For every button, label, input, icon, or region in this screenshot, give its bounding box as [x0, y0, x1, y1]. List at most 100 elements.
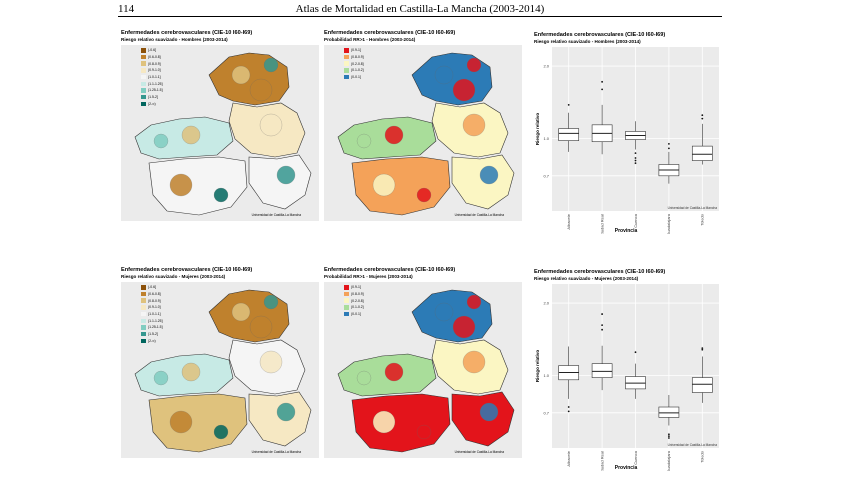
municipality-cluster	[231, 65, 251, 85]
legend-label: (0.9-1.0]	[148, 305, 161, 310]
province-ciudad-real	[351, 393, 451, 453]
map-panel-women-rr: Enfermedades cerebrovasculares (CIE-10 I…	[119, 266, 321, 460]
map-credit: Universidad de Castilla-La Mancha	[251, 213, 301, 217]
municipality-cluster	[462, 350, 486, 374]
legend-item: (1.25-1.5]	[141, 87, 163, 94]
map-legend: (-0.6] (0.6-0.8] (0.8-0.9] (0.9-1.0] (1.…	[141, 284, 163, 344]
y-tick-label: 1.0	[543, 373, 549, 378]
outlier-point	[567, 410, 570, 413]
panel-subtitle: Riesgo relativo suavizado - Hombres (200…	[121, 37, 228, 42]
province-albacete	[248, 154, 312, 210]
legend-item: (0.8-0.9]	[344, 291, 364, 298]
legend-swatch	[344, 61, 349, 66]
municipality-cluster	[452, 315, 476, 339]
legend-item: (0.8-0.9]	[141, 297, 163, 304]
legend-swatch	[141, 305, 146, 310]
legend-swatch	[141, 338, 146, 344]
municipality-cluster	[213, 187, 229, 203]
legend-swatch	[141, 285, 146, 290]
municipality-cluster	[452, 78, 476, 102]
box-ciudad-real	[591, 313, 613, 391]
municipality-cluster	[263, 294, 279, 310]
y-axis-ticks: 2.0 1.0 0.7	[543, 64, 549, 179]
municipality-cluster	[384, 362, 404, 382]
legend-swatch	[344, 291, 349, 297]
outlier-point	[701, 114, 704, 117]
legend-item: (0.9-1.0]	[141, 67, 163, 74]
chart-subtitle: Riesgo relativo suavizado - Mujeres (200…	[534, 276, 639, 281]
legend-swatch	[344, 74, 349, 80]
legend-label: (0-0.1]	[351, 312, 361, 317]
province-albacete	[451, 154, 515, 210]
panel-subtitle: Probabilidad RR>1 - Mujeres (2003-2014)	[324, 274, 413, 279]
x-axis-label: Provincia	[615, 228, 638, 234]
legend-swatch	[141, 94, 146, 100]
legend-label: (1.0-1.1]	[148, 75, 161, 80]
municipality-cluster	[479, 402, 499, 422]
legend-item: (1.5-2]	[141, 331, 163, 338]
legend-swatch	[344, 305, 349, 310]
chart-title: Enfermedades cerebrovasculares (CIE-10 I…	[534, 32, 665, 38]
legend-swatch	[344, 311, 349, 317]
municipality-cluster	[462, 113, 486, 137]
x-tick-label: Guadalajara	[666, 213, 671, 234]
municipality-cluster	[372, 410, 396, 434]
y-tick-label: 0.7	[543, 173, 549, 178]
legend-label: (2-∞)	[148, 101, 156, 106]
x-tick-label: Toledo	[700, 450, 705, 463]
municipality-cluster	[249, 78, 273, 102]
legend-swatch	[141, 298, 146, 303]
panel-subtitle: Riesgo relativo suavizado - Mujeres (200…	[121, 274, 226, 279]
x-axis-label: Provincia	[615, 465, 638, 471]
box-ciudad-real	[591, 80, 613, 155]
legend-item: (0.1-0.2]	[344, 67, 364, 74]
x-axis-ticks: Albacete Ciudad Real Cuenca Guadalajara Tole…	[566, 213, 705, 234]
legend-label: (0.8-0.9]	[148, 61, 161, 66]
municipality-cluster	[249, 315, 273, 339]
header-rule	[118, 16, 722, 17]
province-ciudad-real	[148, 156, 248, 216]
outlier-point	[668, 435, 670, 438]
map-legend: (0.9-1] (0.8-0.9] (0.2-0.8] (0.1-0.2] (0…	[344, 284, 364, 317]
legend-label: (0.1-0.2]	[351, 305, 364, 310]
legend-label: (0.9-1]	[351, 48, 361, 53]
map-credit: Universidad de Castilla-La Mancha	[454, 450, 504, 454]
legend-item: (-0.6]	[141, 284, 163, 291]
x-tick-label: Guadalajara	[666, 450, 671, 471]
legend-label: (0.9-1.0]	[148, 68, 161, 73]
outlier-point	[668, 142, 670, 145]
municipality-cluster	[181, 125, 201, 145]
panel-subtitle: Probabilidad RR>1 - Hombres (2003-2014)	[324, 37, 416, 42]
legend-swatch	[141, 68, 146, 73]
legend-item: (2-∞)	[141, 101, 163, 108]
y-axis-label: Riesgo relativo	[535, 350, 540, 383]
panel-title: Enfermedades cerebrovasculares (CIE-10 I…	[324, 267, 456, 273]
legend-item: (0-0.1]	[344, 311, 364, 318]
plot-credit: Universidad de Castilla-La Mancha	[668, 206, 718, 210]
x-tick-label: Toledo	[700, 213, 705, 226]
legend-item: (1.5-2]	[141, 94, 163, 101]
map-legend: (0.9-1] (0.8-0.9] (0.2-0.8] (0.1-0.2] (0…	[344, 47, 364, 80]
legend-item: (1.25-1.5]	[141, 324, 163, 331]
boxes	[558, 313, 713, 439]
running-title: Atlas de Mortalidad en Castilla-La Manch…	[295, 3, 545, 15]
box-guadalajara	[658, 142, 680, 184]
outlier-point	[668, 437, 670, 439]
map-area: (-0.6] (0.6-0.8] (0.8-0.9] (0.9-1.0] (1.…	[121, 45, 319, 221]
outlier-point	[634, 157, 637, 159]
box-toledo	[691, 347, 713, 403]
municipality-cluster	[276, 402, 296, 422]
municipality-cluster	[434, 65, 454, 85]
outlier-point	[567, 406, 570, 408]
x-tick-label: Ciudad Real	[599, 451, 604, 471]
legend-swatch	[344, 54, 349, 60]
map-credit: Universidad de Castilla-La Mancha	[454, 213, 504, 217]
map-area: (0.9-1] (0.8-0.9] (0.2-0.8] (0.1-0.2] (0…	[324, 45, 522, 221]
outlier-point	[668, 147, 670, 150]
outlier-point	[601, 88, 603, 91]
outlier-point	[634, 152, 637, 154]
box-guadalajara	[658, 395, 680, 439]
municipality-cluster	[372, 173, 396, 197]
municipality-cluster	[466, 294, 482, 310]
y-tick-label: 2.0	[543, 64, 549, 69]
